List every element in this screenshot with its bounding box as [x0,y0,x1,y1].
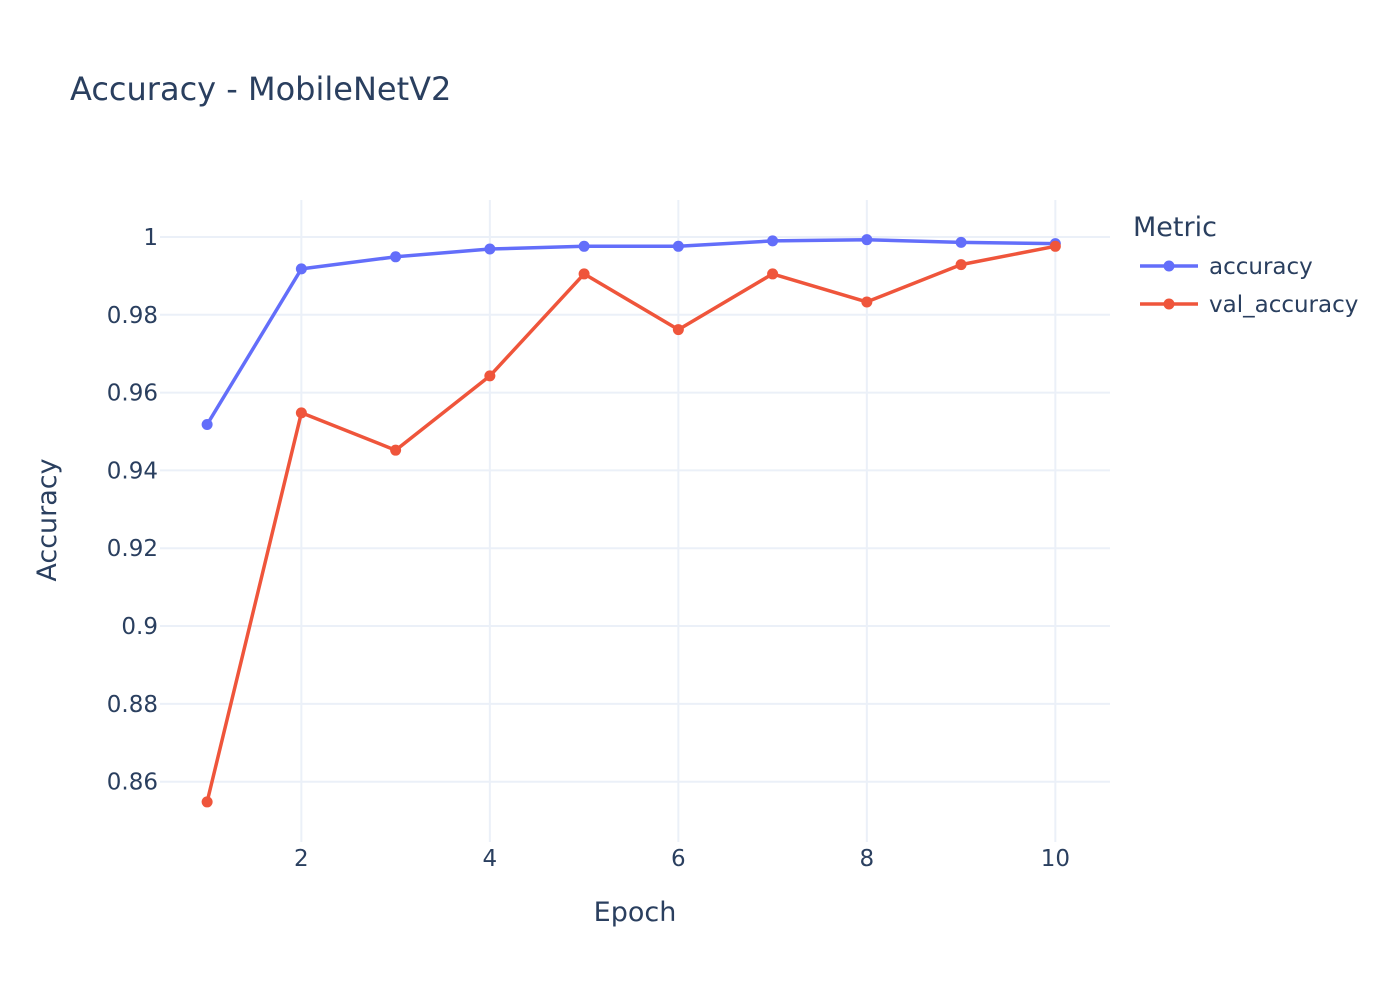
x-tick-label: 4 [483,846,498,872]
data-point [295,407,307,419]
data-point [201,419,213,431]
legend-label: val_accuracy [1209,292,1358,318]
data-point [295,263,307,275]
y-tick-label: 0.94 [107,458,158,484]
y-tick-label: 0.98 [107,303,158,329]
data-point [484,370,496,382]
legend-swatch-marker [1163,260,1175,272]
data-point [201,796,213,808]
data-point [767,268,779,280]
data-point [578,268,590,280]
x-tick-label: 2 [294,846,309,872]
data-point [484,243,496,255]
y-axis-title: Accuracy [32,458,63,581]
data-point [861,296,873,308]
data-point [955,236,967,248]
y-tick-label: 1 [143,225,158,251]
legend-title: Metric [1133,212,1217,243]
x-axis-title: Epoch [594,897,677,928]
x-tick-label: 10 [1041,846,1070,872]
legend-item-val-accuracy[interactable]: val_accuracy [1140,292,1358,318]
legend-item-accuracy[interactable]: accuracy [1140,254,1313,280]
y-tick-label: 0.92 [107,536,158,562]
data-point [861,234,873,246]
x-tick-label: 6 [671,846,686,872]
x-tick-label: 8 [860,846,875,872]
y-tick-label: 0.96 [107,381,158,407]
series-line [205,237,1056,426]
y-tick-label: 0.9 [121,614,158,640]
data-point [955,259,967,271]
data-point [390,251,402,263]
legend: Metric accuracy val_accuracy [1133,212,1358,318]
series-layer [201,234,1061,808]
data-point [672,240,684,252]
y-tick-label: 0.86 [107,770,158,796]
legend-label: accuracy [1209,254,1313,280]
chart-title: Accuracy - MobileNetV2 [70,70,451,108]
x-grid-lines [300,200,1057,842]
x-tick-labels: 2 4 6 8 10 [294,846,1070,872]
series-accuracy [201,234,1061,431]
data-point [578,240,590,252]
data-point [767,235,779,247]
data-point [390,444,402,456]
y-grid-lines [160,235,1110,783]
y-tick-label: 0.88 [107,692,158,718]
y-tick-labels: 0.86 0.88 0.9 0.92 0.94 0.96 0.98 1 [107,225,158,796]
legend-swatch-marker [1163,298,1175,310]
series-line [205,244,1056,803]
data-point [672,324,684,336]
series-val-accuracy [201,240,1061,808]
data-point [1049,240,1061,252]
